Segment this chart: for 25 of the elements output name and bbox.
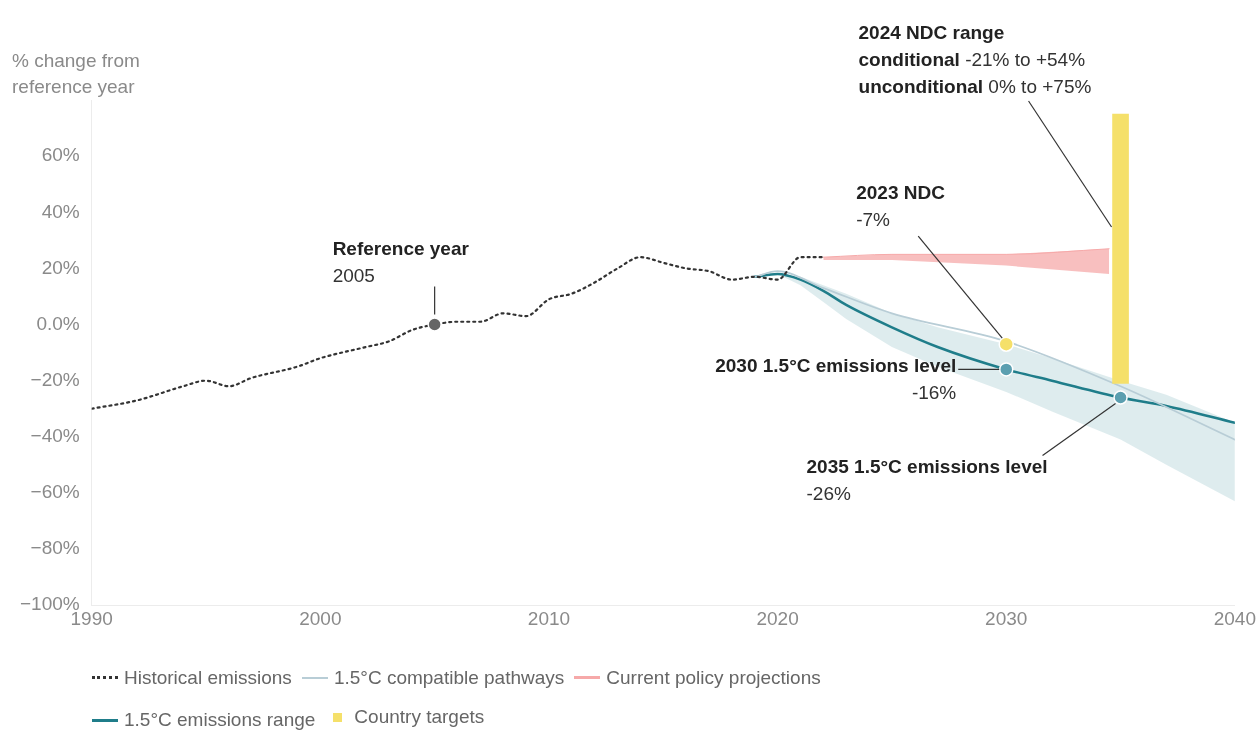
legend-label: 1.5°C compatible pathways xyxy=(333,666,565,690)
annotation: 2023 NDC -7% xyxy=(856,182,945,233)
y-axis-title: % change from reference year xyxy=(12,49,140,99)
y-tick-label: −60% xyxy=(30,481,80,503)
x-tick-label: 2030 xyxy=(985,607,1028,629)
y-tick-label: 20% xyxy=(41,256,80,278)
point xyxy=(998,336,1014,352)
y-tick-label: 60% xyxy=(41,144,80,166)
legend-label: Current policy projections xyxy=(606,665,821,690)
y-tick-label: 40% xyxy=(41,200,80,222)
x-tick-label: 2020 xyxy=(756,607,799,629)
y-tick-label: −80% xyxy=(30,537,80,559)
x-tick-label: 2000 xyxy=(299,607,342,629)
y-tick-label: 0.0% xyxy=(36,312,80,334)
legend-label: Country targets xyxy=(354,705,485,729)
annotation: 2035 1.5°C emissions level -26% xyxy=(806,455,1048,506)
legend-label: Historical emissions xyxy=(124,665,292,690)
y-tick-label: −20% xyxy=(30,368,80,390)
legend-label: 1.5°C emissions range xyxy=(124,708,316,732)
y-tick-label: −40% xyxy=(30,425,80,447)
annotation: 2024 NDC range conditional -21% to +54% unconditional 0% to +75% xyxy=(858,22,1092,100)
annotation: 2030 1.5°C emissions level -16% xyxy=(715,355,957,406)
x-tick-label: 2040 xyxy=(1213,607,1257,629)
x-tick-label: 2010 xyxy=(527,607,571,629)
annotation: Reference year 2005 xyxy=(332,237,469,288)
